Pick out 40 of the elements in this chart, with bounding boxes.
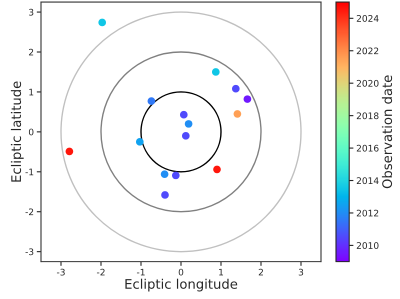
- color-bar-label: 2024: [356, 15, 379, 22]
- y-tick-label: 1: [29, 88, 34, 96]
- x-tick-label: -2: [96, 268, 105, 276]
- x-tick-label: 3: [298, 268, 304, 276]
- x-tick-label: 0: [178, 268, 184, 276]
- x-tick-label: -3: [56, 268, 65, 276]
- x-tick-label: -1: [136, 268, 145, 276]
- point: [160, 170, 168, 178]
- x-tick-label: 1: [219, 268, 224, 276]
- y-tick-label: 2: [28, 48, 34, 56]
- point: [244, 95, 252, 103]
- color-bar-label: 2012: [356, 210, 378, 217]
- point: [234, 110, 242, 118]
- color-bar-label: 2022: [356, 47, 378, 54]
- color-bar-title: Observation date: [382, 75, 392, 188]
- x-axis-title: Ecliptic longitude: [125, 278, 238, 292]
- point: [136, 138, 144, 146]
- y-axis-title: Ecliptic latitude: [10, 81, 24, 182]
- x-tick-label: 2: [258, 268, 263, 276]
- point: [180, 110, 188, 118]
- y-tick-label: 0: [28, 128, 34, 136]
- point: [212, 68, 220, 76]
- point: [232, 84, 240, 93]
- y-tick-label: -3: [25, 248, 34, 256]
- y-tick-label: -1: [25, 168, 34, 176]
- color-bar-label: 2014: [356, 177, 379, 184]
- point: [98, 18, 106, 26]
- color-bar-label: 2010: [356, 242, 379, 249]
- point: [66, 148, 74, 156]
- point: [148, 97, 156, 105]
- point: [172, 172, 180, 180]
- color-bar-label: 2016: [356, 144, 379, 152]
- y-tick-label: -2: [25, 208, 34, 216]
- color-bar-label: 2020: [356, 80, 379, 87]
- y-tick-label: 3: [29, 8, 34, 16]
- point: [161, 191, 169, 199]
- point: [184, 120, 192, 128]
- point: [213, 166, 221, 174]
- point: [182, 132, 190, 140]
- color-bar-label: 2018: [356, 112, 378, 120]
